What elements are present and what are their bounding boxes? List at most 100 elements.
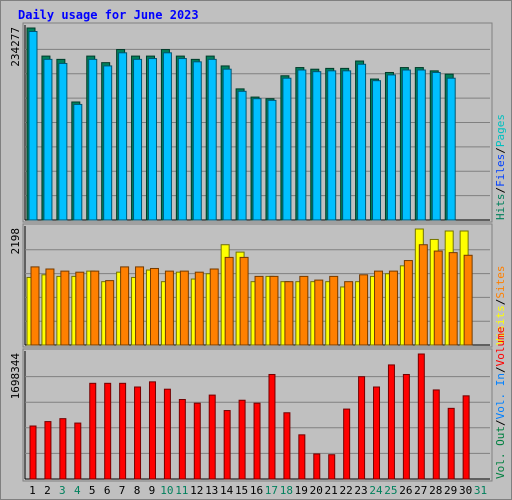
bar-sites-day-12 bbox=[194, 271, 204, 346]
bar-volume-day-20 bbox=[313, 453, 321, 480]
bar-volume-day-7 bbox=[119, 382, 127, 480]
x-tick-day-6: 6 bbox=[104, 484, 111, 497]
side-label-separator: / bbox=[494, 419, 507, 426]
bar-files-day-14 bbox=[222, 68, 232, 221]
bar-sites-day-30 bbox=[463, 254, 473, 346]
x-tick-day-29: 29 bbox=[444, 484, 457, 497]
bar-files-day-18 bbox=[282, 77, 292, 221]
bar-sites-day-27 bbox=[418, 244, 428, 346]
chart-x-tick-labels: 1 2 3 4 5 6 7 8 9 10 11 12 13 14 15 16 17 18 19 20 21 22 23 24 2… bbox=[29, 484, 487, 497]
side-label-group: Vol. Out/Vol. In/Volume bbox=[494, 327, 507, 479]
x-tick-day-2: 2 bbox=[44, 484, 51, 497]
bar-sites-day-3 bbox=[60, 270, 70, 346]
x-tick-day-28: 28 bbox=[429, 484, 442, 497]
bar-files-day-5 bbox=[88, 58, 98, 221]
x-tick-day-24: 24 bbox=[369, 484, 383, 497]
x-tick-day-19: 19 bbox=[295, 484, 308, 497]
bar-files-day-24 bbox=[372, 80, 382, 221]
bar-sites-day-6 bbox=[105, 280, 115, 346]
y-max-label: 2198 bbox=[9, 228, 22, 255]
bar-files-day-19 bbox=[297, 69, 307, 221]
bar-volume-day-11 bbox=[178, 399, 186, 480]
bar-sites-day-25 bbox=[388, 270, 398, 346]
bar-sites-day-17 bbox=[269, 275, 279, 346]
bar-volume-day-25 bbox=[387, 364, 395, 480]
x-tick-day-22: 22 bbox=[339, 484, 352, 497]
bar-files-day-13 bbox=[207, 58, 217, 221]
bar-volume-day-22 bbox=[343, 408, 351, 480]
x-tick-day-21: 21 bbox=[325, 484, 338, 497]
x-tick-day-31: 31 bbox=[474, 484, 487, 497]
bar-files-day-3 bbox=[58, 62, 68, 221]
bar-volume-day-6 bbox=[104, 382, 112, 480]
bar-volume-day-8 bbox=[134, 386, 142, 480]
bar-sites-day-24 bbox=[374, 270, 384, 346]
x-tick-day-7: 7 bbox=[119, 484, 126, 497]
x-tick-day-3: 3 bbox=[59, 484, 66, 497]
bar-sites-day-1 bbox=[30, 266, 40, 346]
bar-volume-day-1 bbox=[29, 425, 37, 480]
bar-files-day-29 bbox=[446, 77, 456, 221]
bar-files-day-16 bbox=[252, 98, 262, 221]
bar-volume-day-27 bbox=[417, 353, 425, 480]
bar-files-day-23 bbox=[357, 63, 367, 221]
side-label-separator: / bbox=[494, 366, 507, 373]
side-label-group: Hits/Files/Pages bbox=[494, 114, 507, 220]
side-label-vol-out: Vol. Out bbox=[494, 426, 507, 479]
bar-sites-day-14 bbox=[224, 256, 234, 346]
bar-files-day-2 bbox=[43, 58, 53, 221]
bar-sites-day-23 bbox=[359, 274, 369, 346]
bar-files-day-28 bbox=[431, 71, 441, 221]
side-label-sites: Sites bbox=[494, 266, 507, 299]
bar-sites-day-9 bbox=[149, 267, 159, 346]
bar-files-day-27 bbox=[416, 69, 426, 221]
bar-files-day-15 bbox=[237, 90, 247, 221]
bar-files-day-6 bbox=[103, 65, 113, 221]
bar-files-day-12 bbox=[192, 61, 202, 221]
x-tick-day-26: 26 bbox=[399, 484, 412, 497]
chart-title: Daily usage for June 2023 bbox=[18, 8, 199, 22]
bar-volume-day-29 bbox=[447, 407, 455, 480]
bar-files-day-22 bbox=[342, 70, 352, 221]
bar-volume-day-13 bbox=[208, 394, 216, 480]
x-tick-day-16: 16 bbox=[250, 484, 263, 497]
side-label-separator: / bbox=[494, 187, 507, 194]
bar-volume-day-18 bbox=[283, 412, 291, 480]
bar-sites-day-11 bbox=[179, 270, 189, 346]
bar-files-day-10 bbox=[162, 52, 172, 221]
x-tick-day-13: 13 bbox=[205, 484, 218, 497]
side-label-separator: / bbox=[494, 147, 507, 154]
bar-sites-day-5 bbox=[90, 270, 100, 346]
bar-volume-day-9 bbox=[148, 381, 156, 480]
bar-volume-day-28 bbox=[432, 389, 440, 480]
x-tick-day-23: 23 bbox=[354, 484, 367, 497]
bar-sites-day-10 bbox=[164, 270, 174, 346]
x-tick-day-27: 27 bbox=[414, 484, 427, 497]
x-tick-day-1: 1 bbox=[29, 484, 36, 497]
x-tick-day-8: 8 bbox=[134, 484, 141, 497]
bar-volume-day-26 bbox=[402, 373, 410, 480]
x-tick-day-20: 20 bbox=[310, 484, 323, 497]
bar-volume-day-24 bbox=[373, 386, 381, 480]
panel-frame bbox=[22, 22, 493, 223]
x-tick-day-14: 14 bbox=[220, 484, 234, 497]
bar-volume-day-12 bbox=[193, 402, 201, 480]
bar-files-day-7 bbox=[118, 52, 128, 221]
x-tick-day-12: 12 bbox=[190, 484, 203, 497]
bar-volume-day-21 bbox=[328, 454, 336, 480]
x-tick-day-17: 17 bbox=[265, 484, 278, 497]
bar-files-day-9 bbox=[147, 58, 157, 221]
x-tick-day-25: 25 bbox=[384, 484, 397, 497]
bar-files-day-21 bbox=[327, 70, 337, 221]
bar-sites-day-18 bbox=[284, 281, 294, 346]
side-label-vol-in: Vol. In bbox=[494, 373, 507, 419]
bar-files-day-11 bbox=[177, 58, 187, 221]
bar-volume-day-14 bbox=[223, 410, 231, 480]
bar-volume-day-10 bbox=[163, 388, 171, 480]
bar-volume-day-2 bbox=[44, 421, 52, 480]
x-tick-day-4: 4 bbox=[74, 484, 81, 497]
side-label-volume: Volume bbox=[494, 327, 507, 367]
chart-bars bbox=[26, 27, 473, 480]
bar-sites-day-13 bbox=[209, 268, 219, 346]
